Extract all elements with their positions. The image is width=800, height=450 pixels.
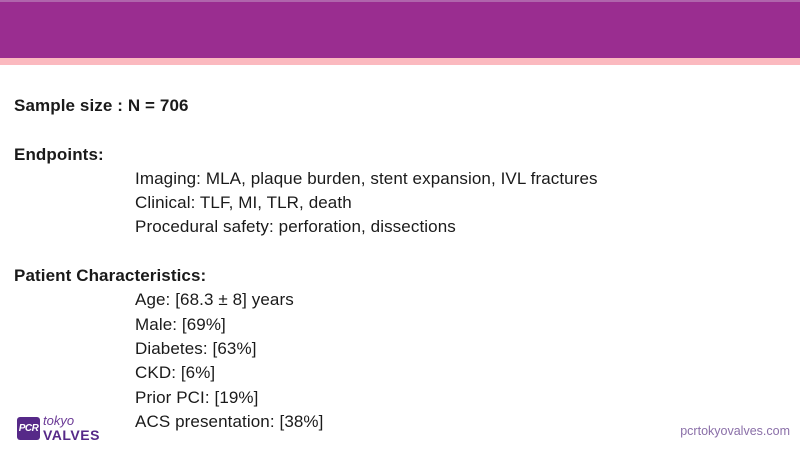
endpoints-heading: Endpoints: <box>14 144 104 164</box>
pcr-logo-icon: PCR <box>17 417 40 440</box>
characteristic-item-acs: ACS presentation: [38%] <box>135 411 324 431</box>
characteristic-item-ckd: CKD: [6%] <box>135 363 216 383</box>
characteristic-item-age: Age: [68.3 ± 8] years <box>135 290 294 310</box>
header-top-edge <box>0 0 800 2</box>
characteristic-item-prior-pci: Prior PCI: [19%] <box>135 387 259 407</box>
spacer <box>14 240 790 264</box>
slide-body: Sample size : N = 706 Endpoints: Imaging… <box>14 94 790 434</box>
pink-accent-strip <box>0 58 800 65</box>
patient-characteristics-heading: Patient Characteristics: <box>14 266 207 286</box>
pcr-tokyo-valves-logo: PCR tokyo VALVES <box>17 414 100 443</box>
logo-valves-label: VALVES <box>43 427 100 443</box>
endpoint-item-procedural-safety: Procedural safety: perforation, dissecti… <box>135 217 456 237</box>
characteristic-item-diabetes: Diabetes: [63%] <box>135 338 257 358</box>
sample-size-line: Sample size : N = 706 <box>14 96 189 115</box>
logo-wordmark: tokyo VALVES <box>43 414 100 443</box>
characteristic-item-male: Male: [69%] <box>135 314 226 334</box>
header-band <box>0 0 800 58</box>
logo-tokyo-label: tokyo <box>43 413 75 428</box>
endpoint-item-clinical: Clinical: TLF, MI, TLR, death <box>135 193 352 213</box>
spacer <box>14 118 790 142</box>
website-url: pcrtokyovalves.com <box>680 424 790 438</box>
endpoint-item-imaging: Imaging: MLA, plaque burden, stent expan… <box>135 168 598 188</box>
